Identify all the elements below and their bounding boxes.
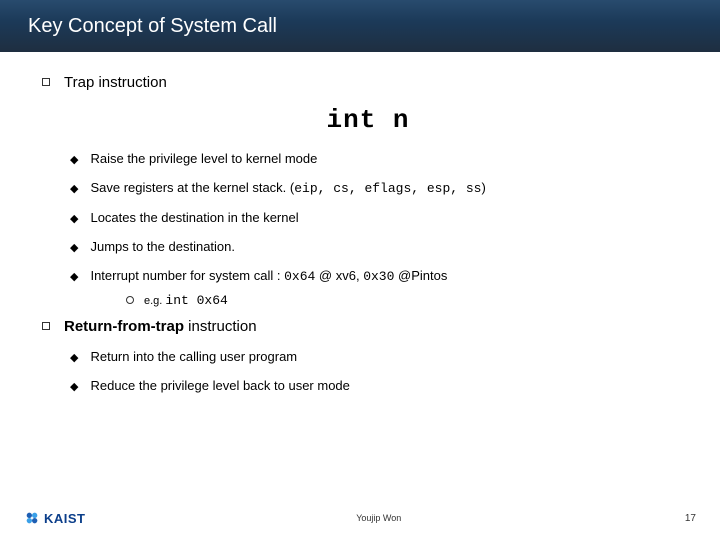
heading-text: Return-from-trap instruction [64, 318, 257, 335]
item-text: Return into the calling user program [90, 349, 297, 366]
diamond-bullet-icon: ◆ [70, 212, 78, 225]
item-text: Interrupt number for system call : 0x64 … [90, 268, 447, 286]
logo-mark-icon [24, 510, 40, 526]
content-area: Trap instruction int n ◆ Raise the privi… [0, 52, 720, 395]
footer: KAIST Youjip Won 17 [0, 510, 720, 526]
kaist-logo: KAIST [24, 510, 86, 526]
item-suffix: ) [481, 180, 485, 195]
item-code: 0x64 [284, 269, 315, 284]
heading-strong: Return-from-trap [64, 318, 184, 335]
return-items: ◆ Return into the calling user program ◆… [70, 349, 694, 395]
list-item: ◆ Raise the privilege level to kernel mo… [70, 151, 694, 168]
section-heading-trap: Trap instruction [42, 74, 694, 91]
slide: Key Concept of System Call Trap instruct… [0, 0, 720, 540]
item-code: eip, cs, eflags, esp, ss [294, 181, 481, 196]
item-text: Save registers at the kernel stack. (eip… [90, 180, 485, 198]
square-bullet-icon [42, 322, 50, 330]
item-code: 0x30 [363, 269, 394, 284]
item-text: Reduce the privilege level back to user … [90, 378, 349, 395]
item-prefix: Interrupt number for system call : [90, 268, 284, 283]
sub-sub-item: e.g. int 0x64 [126, 293, 694, 308]
diamond-bullet-icon: ◆ [70, 241, 78, 254]
logo-text: KAIST [44, 511, 86, 526]
sub-sub-row: e.g. int 0x64 [126, 293, 694, 308]
sub-sub-prefix: e.g. [144, 295, 165, 307]
diamond-bullet-icon: ◆ [70, 380, 78, 393]
page-number: 17 [672, 513, 696, 524]
circle-bullet-icon [126, 296, 134, 304]
item-prefix: Save registers at the kernel stack. ( [90, 180, 294, 195]
list-item: ◆ Interrupt number for system call : 0x6… [70, 268, 694, 286]
list-item: ◆ Locates the destination in the kernel [70, 210, 694, 227]
item-text: Locates the destination in the kernel [90, 210, 298, 227]
sub-sub-text: e.g. int 0x64 [144, 293, 228, 308]
sub-sub-code: int 0x64 [165, 293, 227, 308]
trap-code: int n [42, 105, 694, 135]
list-item: ◆ Reduce the privilege level back to use… [70, 378, 694, 395]
slide-title: Key Concept of System Call [28, 15, 277, 38]
item-mid: @ xv6, [315, 268, 363, 283]
diamond-bullet-icon: ◆ [70, 351, 78, 364]
heading-rest: instruction [184, 318, 257, 335]
title-bar: Key Concept of System Call [0, 0, 720, 52]
item-text: Jumps to the destination. [90, 239, 235, 256]
author-name: Youjip Won [86, 513, 673, 523]
item-mid: @Pintos [394, 268, 447, 283]
heading-text: Trap instruction [64, 74, 167, 91]
square-bullet-icon [42, 78, 50, 86]
list-item: ◆ Save registers at the kernel stack. (e… [70, 180, 694, 198]
diamond-bullet-icon: ◆ [70, 270, 78, 283]
section-heading-return: Return-from-trap instruction [42, 318, 694, 335]
item-text: Raise the privilege level to kernel mode [90, 151, 317, 168]
list-item: ◆ Jumps to the destination. [70, 239, 694, 256]
trap-items: ◆ Raise the privilege level to kernel mo… [70, 151, 694, 308]
list-item: ◆ Return into the calling user program [70, 349, 694, 366]
diamond-bullet-icon: ◆ [70, 182, 78, 195]
diamond-bullet-icon: ◆ [70, 153, 78, 166]
